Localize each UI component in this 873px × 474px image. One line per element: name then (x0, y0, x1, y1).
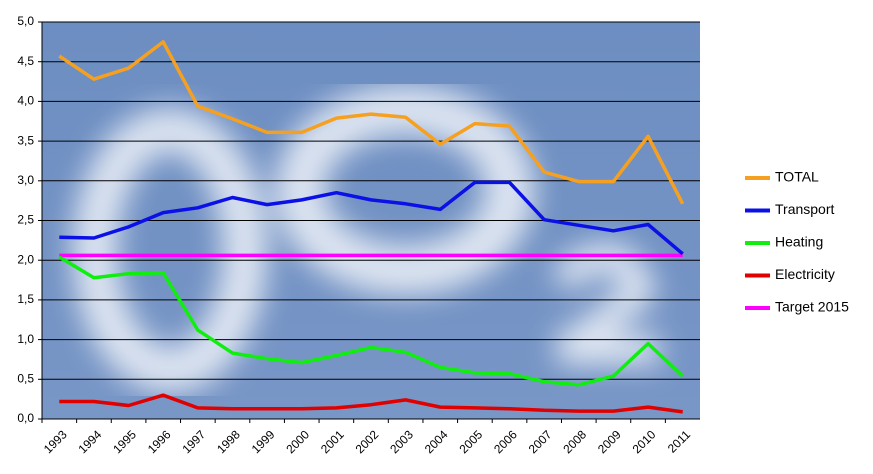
y-tick-label: 2,5 (17, 213, 34, 227)
y-tick-label: 2,0 (17, 252, 34, 266)
y-tick-label: 4,5 (17, 54, 34, 68)
y-tick-label: 4,0 (17, 94, 34, 108)
x-tick-label: 2003 (387, 427, 416, 456)
series-line (59, 393, 683, 414)
series-line (58, 40, 685, 205)
x-tick-label: 2004 (422, 427, 451, 456)
x-tick-label: 2001 (318, 427, 347, 456)
y-tick-label: 3,0 (17, 173, 34, 187)
x-tick-label: 2000 (283, 427, 312, 456)
legend-label: Target 2015 (775, 299, 849, 315)
x-tick-label: 1993 (41, 427, 70, 456)
x-tick-label: 2010 (630, 427, 659, 456)
y-tick-label: 0,0 (17, 411, 34, 425)
x-tick-label: 2002 (353, 427, 382, 456)
x-tick-label: 2007 (526, 427, 555, 456)
y-tick-label: 0,5 (17, 371, 34, 385)
y-tick-label: 1,5 (17, 292, 34, 306)
x-tick-label: 2011 (665, 427, 693, 455)
cloud-background (72, 85, 660, 393)
legend-label: Electricity (775, 266, 835, 282)
x-tick-label: 1998 (214, 427, 243, 456)
legend-label: Transport (775, 201, 835, 217)
series-line (59, 180, 684, 256)
x-tick-label: 1995 (110, 427, 139, 456)
x-tick-label: 1999 (249, 427, 278, 456)
y-tick-label: 3,5 (17, 133, 34, 147)
x-tick-label: 2005 (456, 427, 485, 456)
x-tick-label: 2008 (560, 427, 589, 456)
x-tick-label: 1994 (76, 427, 105, 456)
series-line (58, 255, 684, 387)
y-tick-label: 1,0 (17, 332, 34, 346)
y-tick-label: 5,0 (17, 14, 34, 28)
x-tick-label: 2009 (595, 427, 624, 456)
x-tick-label: 1997 (179, 427, 208, 456)
x-tick-label: 1996 (145, 427, 174, 456)
legend-label: Heating (775, 234, 823, 250)
legend-label: TOTAL (775, 169, 819, 185)
x-tick-label: 2006 (491, 427, 520, 456)
